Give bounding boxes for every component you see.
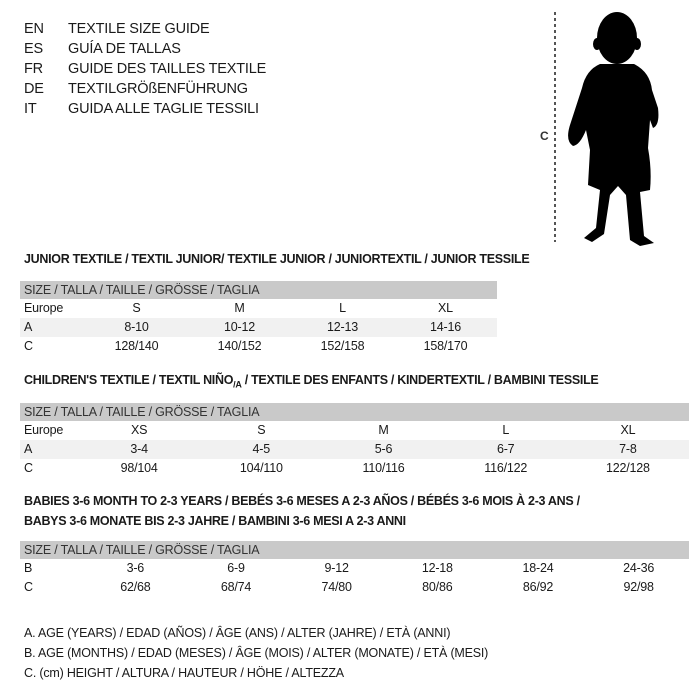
legend-line: B. AGE (MONTHS) / EDAD (MESES) / ÂGE (MO… — [24, 646, 489, 660]
table-cell: XL — [438, 301, 453, 315]
table-cell: 140/152 — [217, 339, 262, 353]
table-cell: M — [234, 301, 245, 315]
child-silhouette-figure: C — [540, 12, 659, 246]
language-code: FR — [24, 61, 43, 77]
table-cell: 12-18 — [421, 561, 453, 575]
table-cell: L — [339, 301, 346, 315]
table-cell: S — [132, 301, 141, 315]
children-title: CHILDREN'S TEXTILE / TEXTIL NIÑO/A / TEX… — [24, 373, 599, 390]
table-cell: 9-12 — [324, 561, 349, 575]
size-header-bar: SIZE / TALLA / TAILLE / GRÖSSE / TAGLIA — [20, 403, 689, 421]
language-code: IT — [24, 101, 37, 117]
table-cell: 12-13 — [327, 320, 358, 334]
height-label: C — [540, 129, 549, 143]
row-label: C — [24, 580, 33, 594]
language-title: TEXTILGRÖßENFÜHRUNG — [68, 81, 248, 97]
child-silhouette-icon — [568, 12, 659, 246]
language-code: ES — [24, 41, 43, 57]
table-cell: 110/116 — [362, 461, 405, 475]
babies-size-table: SIZE / TALLA / TAILLE / GRÖSSE / TAGLIA B… — [20, 541, 689, 597]
table-row: C 128/140 140/152 152/158 158/170 — [20, 337, 497, 356]
row-label: B — [24, 561, 33, 575]
row-label: Europe — [24, 423, 64, 437]
row-label: A — [24, 320, 33, 334]
table-cell: 8-10 — [124, 320, 149, 334]
legend-line: A. AGE (YEARS) / EDAD (AÑOS) / ÂGE (ANS)… — [24, 626, 451, 640]
table-cell: 10-12 — [224, 320, 255, 334]
table-cell: 152/158 — [320, 339, 365, 353]
table-cell: L — [502, 423, 510, 437]
table-row: Europe XS S M L XL — [20, 421, 689, 440]
table-cell: 24-36 — [623, 561, 655, 575]
row-label: C — [24, 461, 33, 475]
table-cell: XL — [620, 423, 636, 437]
legend-line: C. (cm) HEIGHT / ALTURA / HAUTEUR / HÖHE… — [24, 666, 344, 680]
table-cell: 92/98 — [623, 580, 654, 594]
table-cell: 6-7 — [496, 442, 515, 456]
table-row: B 3-6 6-9 9-12 12-18 18-24 24-36 — [20, 559, 689, 578]
table-cell: 68/74 — [220, 580, 252, 594]
table-cell: 122/128 — [605, 461, 650, 475]
table-cell: 116/122 — [484, 461, 528, 475]
row-label: C — [24, 339, 33, 353]
language-title: GUIDA ALLE TAGLIE TESSILI — [68, 101, 259, 117]
table-cell: 5-6 — [374, 442, 393, 456]
table-cell: 158/170 — [423, 339, 468, 353]
size-header-bar: SIZE / TALLA / TAILLE / GRÖSSE / TAGLIA — [20, 541, 689, 559]
table-cell: 6-9 — [227, 561, 245, 575]
junior-title: JUNIOR TEXTILE / TEXTIL JUNIOR/ TEXTILE … — [24, 252, 530, 266]
table-cell: S — [257, 423, 266, 437]
table-cell: 98/104 — [120, 461, 158, 475]
language-code: DE — [24, 81, 44, 97]
table-row: C 98/104 104/110 110/116 116/122 122/128 — [20, 459, 689, 478]
table-cell: 3-4 — [130, 442, 148, 456]
table-cell: 18-24 — [522, 561, 554, 575]
table-cell: 14-16 — [430, 320, 461, 334]
babies-title-line2: BABYS 3-6 MONATE BIS 2-3 JAHRE / BAMBINI… — [24, 514, 406, 528]
language-title: GUÍA DE TALLAS — [68, 41, 181, 57]
language-title: TEXTILE SIZE GUIDE — [68, 21, 210, 37]
row-label: A — [24, 442, 33, 456]
size-header-bar: SIZE / TALLA / TAILLE / GRÖSSE / TAGLIA — [20, 281, 497, 299]
table-cell: 74/80 — [321, 580, 352, 594]
language-title: GUIDE DES TAILLES TEXTILE — [68, 61, 267, 77]
babies-title-line1: BABIES 3-6 MONTH TO 2-3 YEARS / BEBÉS 3-… — [24, 494, 580, 508]
table-row: A 3-4 4-5 5-6 6-7 7-8 — [20, 440, 689, 459]
table-cell: 62/68 — [120, 580, 151, 594]
table-row: C 62/68 68/74 74/80 80/86 86/92 92/98 — [20, 578, 689, 597]
table-row: A 8-10 10-12 12-13 14-16 — [20, 318, 497, 337]
table-cell: 86/92 — [522, 580, 554, 594]
language-code: EN — [24, 21, 44, 37]
row-label: Europe — [24, 301, 64, 315]
table-cell: 7-8 — [619, 442, 637, 456]
table-cell: 104/110 — [239, 461, 283, 475]
table-cell: M — [378, 423, 389, 437]
table-cell: 80/86 — [422, 580, 453, 594]
table-cell: 128/140 — [114, 339, 159, 353]
table-cell: XS — [130, 423, 148, 437]
children-size-table: SIZE / TALLA / TAILLE / GRÖSSE / TAGLIA E… — [20, 403, 689, 478]
table-row: Europe S M L XL — [20, 299, 497, 318]
table-cell: 4-5 — [252, 442, 271, 456]
junior-size-table: SIZE / TALLA / TAILLE / GRÖSSE / TAGLIA E… — [20, 281, 497, 356]
table-cell: 3-6 — [126, 561, 145, 575]
